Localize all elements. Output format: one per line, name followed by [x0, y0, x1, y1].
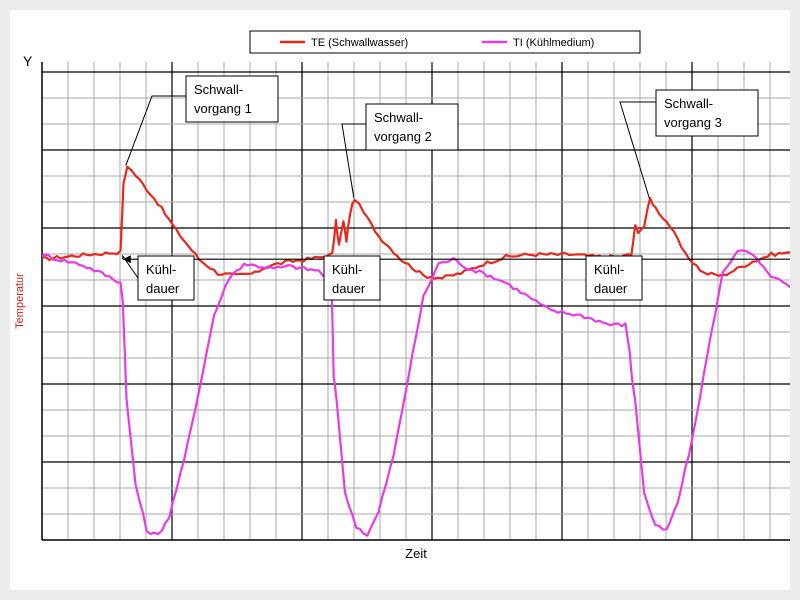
callout-box-kuehl3 [585, 255, 643, 301]
legend: TE (Schwallwasser) TI (Kühlmedium) [249, 30, 641, 54]
legend-label-ti: TI (Kühlmedium) [513, 37, 594, 49]
callout-box-schwall3 [655, 89, 759, 137]
callout-leader [619, 101, 656, 199]
y-axis-letter: Y [23, 53, 33, 69]
callout-text-schwall1-line1: Schwall- [194, 82, 243, 97]
callout-leader [125, 95, 186, 166]
series-ti-line [41, 249, 790, 537]
callout-leader [122, 254, 139, 279]
callout-text-kuehl3-line2: dauer [594, 281, 628, 296]
callout-text-kuehl1-line1: Kühl- [146, 262, 176, 277]
callout-box-schwall1 [185, 75, 279, 123]
callout-box-kuehl1 [137, 255, 195, 301]
callout-box-kuehl2 [323, 255, 381, 301]
callout-text-kuehl3-line1: Kühl- [594, 262, 624, 277]
legend-label-te: TE (Schwallwasser) [311, 37, 408, 49]
cooling-markers [122, 255, 790, 264]
callout-box-schwall2 [365, 103, 459, 151]
annotations: Schwall-vorgang 1 Schwall-vorgang 2 Schwal… [122, 75, 759, 301]
callout-leader [341, 123, 366, 199]
series-layer [41, 165, 790, 537]
callout-text-schwall2-line1: Schwall- [374, 110, 423, 125]
callout-text-kuehl2-line1: Kühl- [332, 262, 362, 277]
arrow-head-left [122, 255, 131, 264]
y-axis-label: Temperatur [14, 273, 26, 329]
axes: Y Zeit Temperatur [14, 53, 790, 561]
callout-text-schwall3-line2: vorgang 3 [664, 115, 722, 130]
callout-text-schwall2-line2: vorgang 2 [374, 129, 432, 144]
callout-text-schwall3-line1: Schwall- [664, 96, 713, 111]
callout-text-kuehl1-line2: dauer [146, 281, 180, 296]
x-axis-label: Zeit [405, 546, 427, 561]
chart-frame: Y Zeit Temperatur Schwall-vorgang 1 Schwa… [10, 10, 790, 590]
callout-text-schwall1-line2: vorgang 1 [194, 101, 252, 116]
callout-text-kuehl2-line2: dauer [332, 281, 366, 296]
series-te-line [41, 165, 790, 280]
legend-box [249, 30, 641, 54]
temperature-chart: Y Zeit Temperatur Schwall-vorgang 1Schwa… [14, 30, 790, 561]
